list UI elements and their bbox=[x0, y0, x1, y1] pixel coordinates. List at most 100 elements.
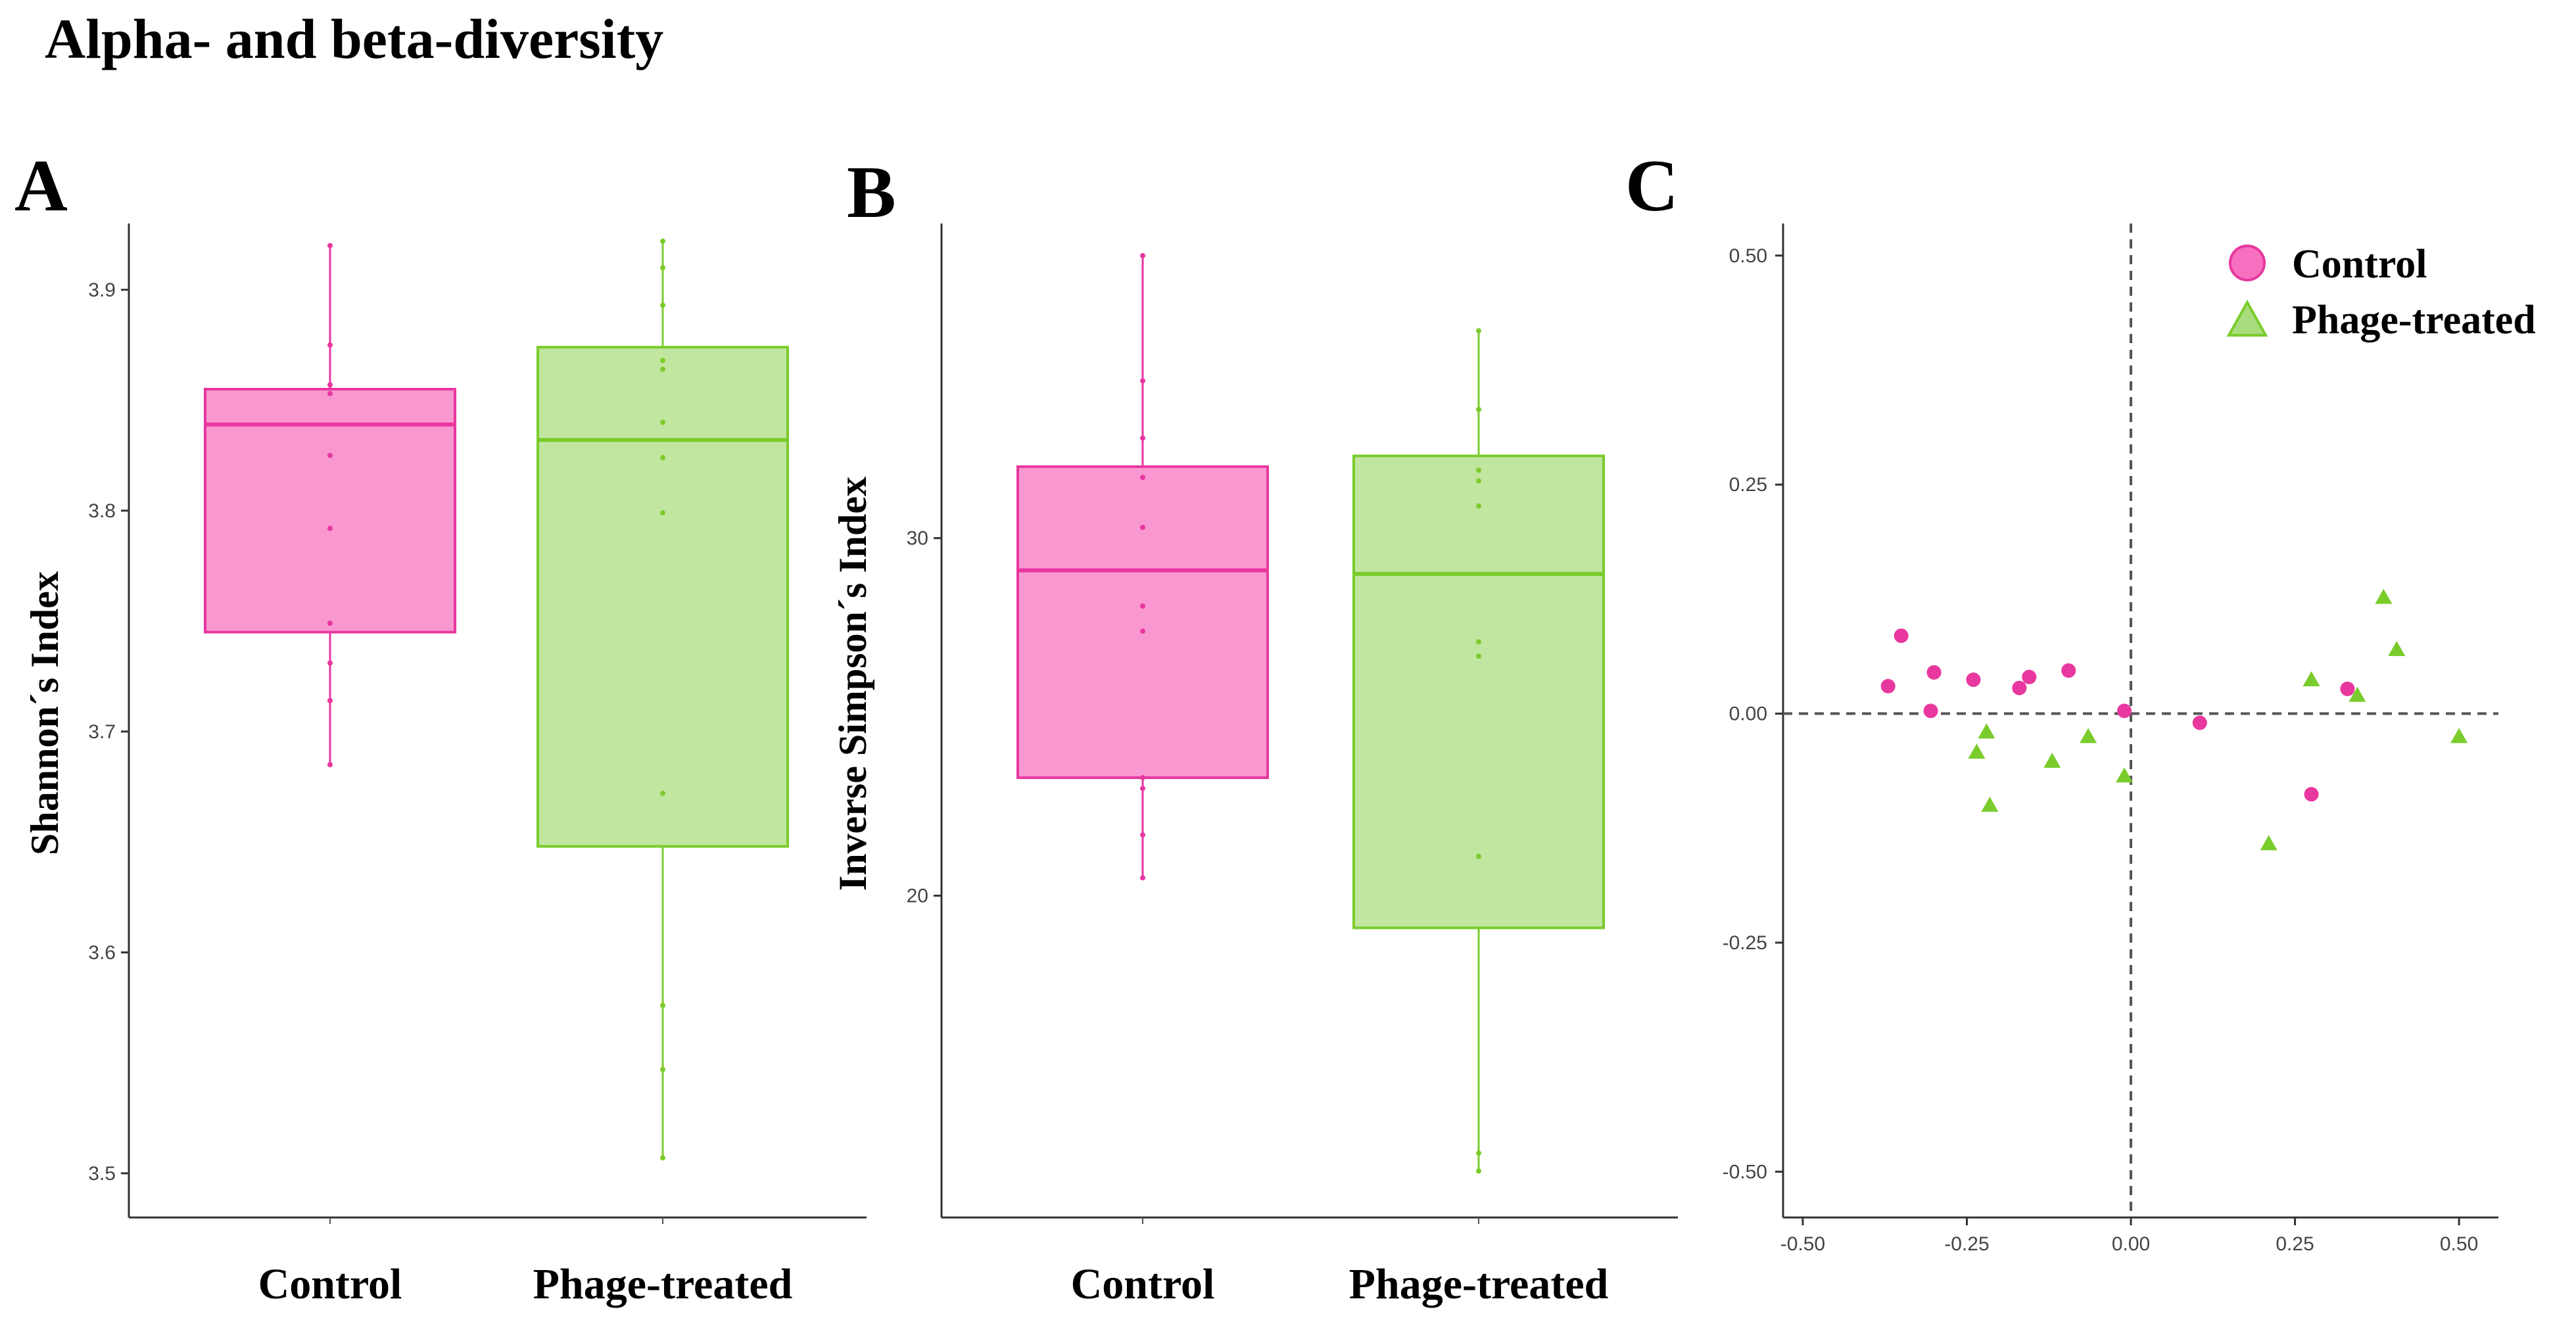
phage-point bbox=[2302, 671, 2320, 686]
panel-a-y-ticks: 3.5 3.6 3.7 3.8 3.9 bbox=[88, 279, 129, 1185]
data-point bbox=[327, 452, 333, 458]
panel-c-ref-lines bbox=[1783, 224, 2498, 1217]
phage-point bbox=[2116, 767, 2134, 783]
panel-c-points bbox=[1880, 588, 2468, 851]
data-point bbox=[327, 390, 333, 396]
phage-point bbox=[2080, 728, 2097, 744]
control-point bbox=[2340, 681, 2355, 696]
panel-b: B Inverse Simpson´s Index 20 30 Control Ph… bbox=[831, 152, 1678, 1308]
data-point bbox=[1140, 875, 1145, 881]
figure-title: Alpha- and beta-diversity bbox=[45, 7, 663, 70]
data-point bbox=[1140, 252, 1145, 258]
panel-c-x-ticks: -0.50 -0.25 0.00 0.25 0.50 bbox=[1780, 1217, 2478, 1255]
control-point bbox=[2304, 787, 2319, 802]
phage-point bbox=[2260, 835, 2278, 851]
panel-a-boxes bbox=[204, 238, 789, 1161]
data-point bbox=[660, 1066, 665, 1072]
x-tick-label: Control bbox=[1071, 1260, 1215, 1308]
data-point bbox=[1140, 435, 1145, 441]
control-point bbox=[1880, 678, 1896, 694]
data-point bbox=[1476, 328, 1481, 334]
legend-control-marker bbox=[2229, 245, 2266, 281]
data-point bbox=[327, 382, 333, 388]
control-point bbox=[2012, 680, 2027, 696]
data-point bbox=[327, 342, 333, 348]
y-tick-label: 3.7 bbox=[88, 721, 116, 743]
data-point bbox=[327, 243, 333, 248]
phage-point bbox=[2349, 686, 2366, 702]
data-point bbox=[327, 762, 333, 768]
x-tick-label: Phage-treated bbox=[533, 1260, 793, 1308]
phage-point bbox=[2375, 588, 2393, 604]
x-tick-label: 0.25 bbox=[2276, 1233, 2314, 1255]
panel-b-x-ticks: Control Phage-treated bbox=[1071, 1217, 1609, 1308]
legend-control-label: Control bbox=[2292, 242, 2427, 287]
x-tick-label: -0.25 bbox=[1944, 1233, 1989, 1255]
panel-a-x-ticks: Control Phage-treated bbox=[258, 1217, 793, 1308]
legend-phage-marker bbox=[2226, 299, 2268, 337]
data-point bbox=[1476, 639, 1481, 645]
data-point bbox=[1140, 628, 1145, 634]
data-point bbox=[660, 419, 665, 425]
data-point bbox=[1476, 1150, 1481, 1156]
data-point bbox=[660, 455, 665, 461]
control-point bbox=[1923, 703, 1938, 719]
phage-point bbox=[1978, 723, 1995, 739]
box-iqr bbox=[537, 346, 789, 848]
control-point bbox=[2061, 663, 2076, 678]
data-point bbox=[660, 366, 665, 372]
y-tick-label: 3.5 bbox=[88, 1163, 116, 1185]
control-point bbox=[2117, 703, 2132, 719]
y-tick-label: 0.50 bbox=[1729, 245, 1767, 267]
x-tick-label: -0.50 bbox=[1780, 1233, 1825, 1255]
y-tick-label: -0.25 bbox=[1723, 932, 1767, 954]
phage-point bbox=[2043, 753, 2061, 768]
panel-a-letter: A bbox=[14, 145, 68, 227]
legend-phage-label: Phage-treated bbox=[2292, 298, 2536, 342]
panel-c-y-ticks: -0.50 -0.25 0.00 0.25 0.50 bbox=[1723, 245, 1783, 1183]
data-point bbox=[1476, 467, 1481, 473]
phage-point bbox=[1968, 744, 1986, 759]
data-point bbox=[327, 621, 333, 626]
phage-point bbox=[2450, 728, 2468, 744]
y-tick-label: 30 bbox=[907, 528, 928, 550]
data-point bbox=[660, 1155, 665, 1161]
box-iqr bbox=[204, 388, 456, 634]
panel-b-y-label: Inverse Simpson´s Index bbox=[831, 477, 874, 891]
data-point bbox=[1140, 378, 1145, 384]
data-point bbox=[1476, 478, 1481, 484]
x-tick-label: 0.50 bbox=[2440, 1233, 2478, 1255]
panel-b-letter: B bbox=[847, 152, 896, 233]
panel-b-boxes bbox=[1016, 252, 1605, 1174]
y-tick-label: 3.6 bbox=[88, 942, 116, 964]
data-point bbox=[1140, 475, 1145, 481]
phage-point bbox=[2388, 641, 2406, 656]
data-point bbox=[1476, 406, 1481, 412]
control-point bbox=[2192, 715, 2207, 730]
panel-a-y-label: Shannon´s Index bbox=[23, 571, 66, 855]
data-point bbox=[1140, 603, 1145, 609]
control-point bbox=[1894, 628, 1909, 644]
y-tick-label: -0.50 bbox=[1723, 1161, 1767, 1183]
panel-a: A Shannon´s Index 3.5 3.6 3.7 3.8 3.9 Contro… bbox=[14, 145, 867, 1308]
box-iqr bbox=[1352, 454, 1605, 930]
data-point bbox=[1476, 653, 1481, 659]
y-tick-label: 20 bbox=[907, 885, 928, 907]
data-point bbox=[660, 265, 665, 271]
data-point bbox=[327, 660, 333, 666]
y-tick-label: 3.9 bbox=[88, 279, 116, 301]
data-point bbox=[1140, 775, 1145, 781]
control-point bbox=[2022, 669, 2037, 684]
data-point bbox=[660, 790, 665, 796]
y-tick-label: 0.00 bbox=[1729, 703, 1767, 725]
data-point bbox=[1140, 832, 1145, 838]
data-point bbox=[327, 525, 333, 531]
control-point bbox=[1966, 672, 1981, 687]
data-point bbox=[660, 1003, 665, 1008]
y-tick-label: 0.25 bbox=[1729, 474, 1767, 496]
data-point bbox=[1140, 525, 1145, 531]
panel-c-legend: Control Phage-treated bbox=[2226, 242, 2536, 342]
x-tick-label: Phage-treated bbox=[1349, 1260, 1609, 1308]
box-iqr bbox=[1016, 465, 1269, 780]
